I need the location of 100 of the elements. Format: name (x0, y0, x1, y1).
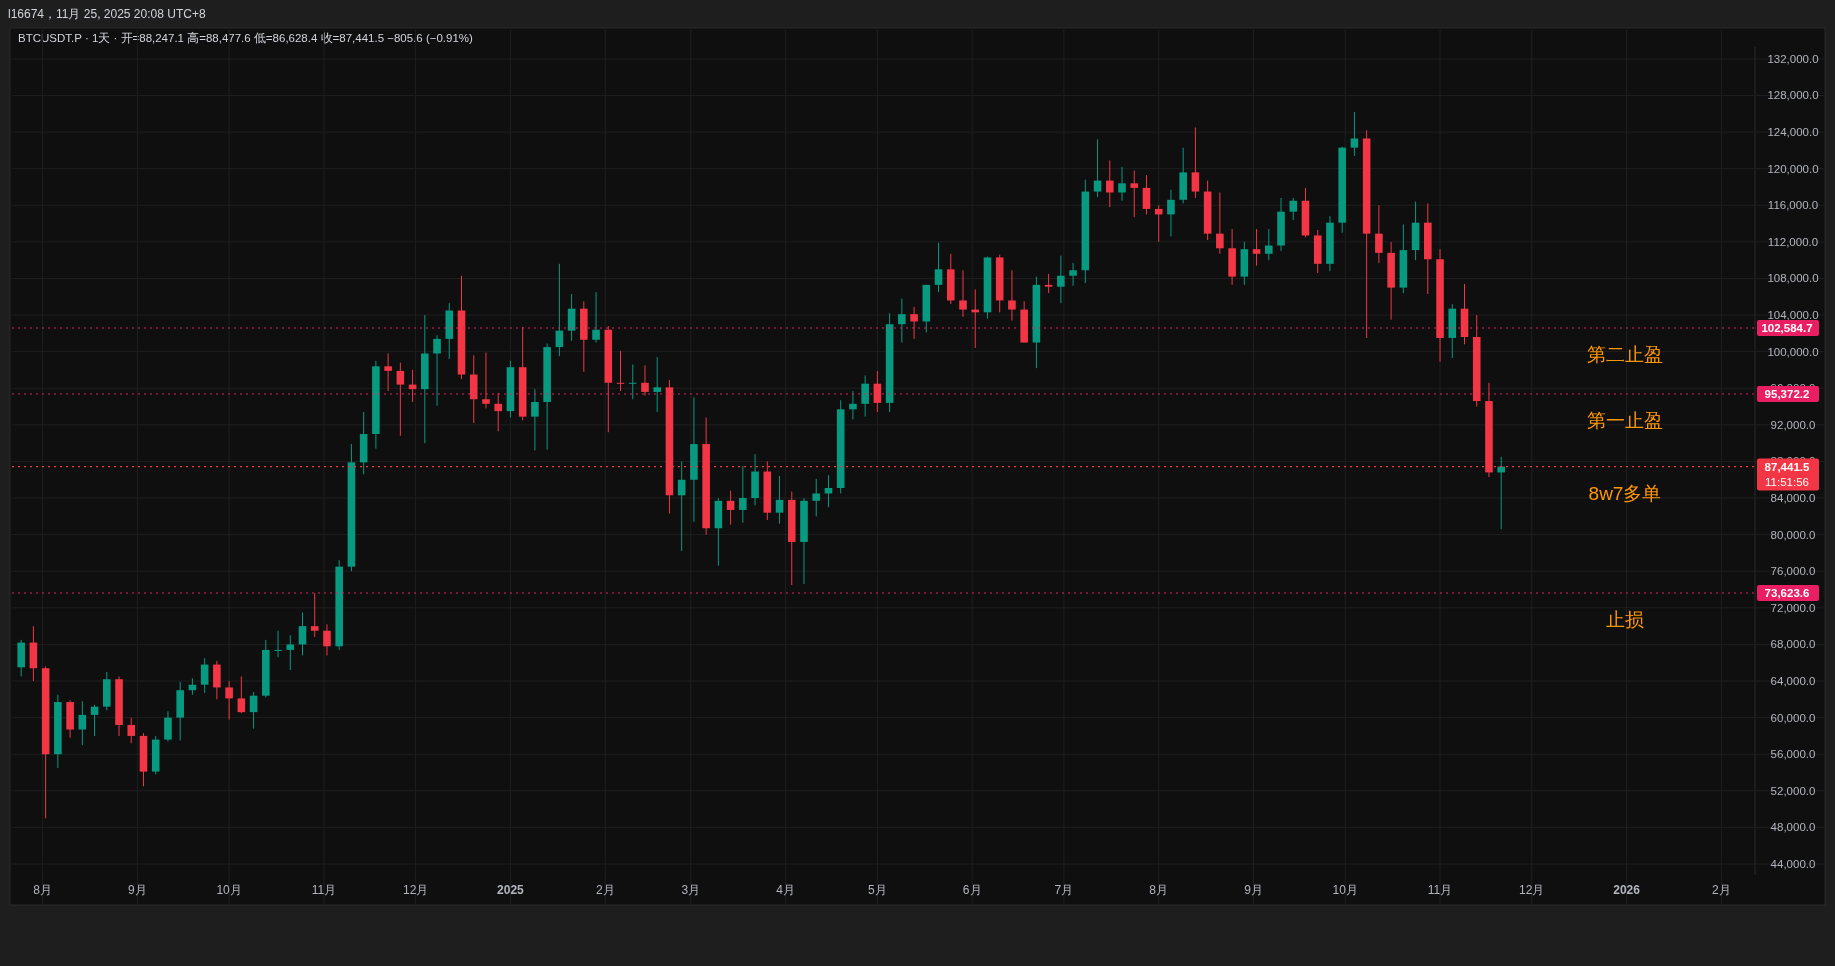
y-tick-label: 92,000.0 (1770, 418, 1816, 431)
candlestick (310, 592, 319, 638)
chart-subtitle: BTCUSDT.P · 1天 · 开=88,247.1 高=88,477.6 低=86,628.4 收=87,441.5 −805.6 (−0.91%) (18, 31, 474, 44)
x-tick-label: 7月 (1054, 883, 1074, 897)
x-tick-label: 12月 (402, 883, 429, 897)
candlestick (641, 364, 649, 397)
candlestick (1093, 138, 1102, 198)
candlestick (482, 352, 490, 409)
candlestick (739, 465, 747, 524)
candlestick (1216, 191, 1224, 255)
x-tick-label: 2025 (497, 883, 525, 897)
chart-title: l16674，11月 25, 2025 20:08 UTC+8 (8, 7, 206, 21)
candlestick (298, 611, 307, 656)
annotation: 第一止盈 (1587, 410, 1663, 432)
x-tick-label: 12月 (1519, 883, 1545, 897)
y-tick-label: 48,000.0 (1770, 821, 1816, 834)
ref-line-label: 102,584.7 (1761, 322, 1813, 335)
x-tick-label: 11月 (311, 883, 337, 897)
x-tick-label: 8月 (1149, 883, 1169, 897)
candlestick (934, 242, 943, 293)
y-tick-label: 44,000.0 (1770, 858, 1816, 871)
candlestick (1118, 166, 1126, 202)
candlestick (726, 490, 735, 526)
y-tick-label: 60,000.0 (1770, 711, 1816, 724)
candlestick (213, 660, 221, 700)
candlestick (1191, 127, 1200, 199)
candlestick (237, 675, 246, 714)
x-tick-label: 8月 (33, 883, 52, 897)
x-tick-label: 10月 (1332, 883, 1358, 897)
candlestick (592, 291, 600, 344)
y-tick-label: 112,000.0 (1767, 235, 1819, 248)
candlestick (396, 362, 405, 437)
candlestick (286, 634, 295, 671)
candlestick (433, 334, 441, 407)
x-tick-label: 2月 (595, 883, 615, 897)
candlestick (653, 356, 662, 413)
x-tick-label: 10月 (216, 883, 242, 897)
candlestick (775, 475, 784, 525)
y-tick-label: 56,000.0 (1770, 748, 1816, 761)
x-tick-label: 2026 (1613, 883, 1641, 897)
y-tick-label: 76,000.0 (1770, 565, 1816, 578)
candlestick (249, 691, 258, 730)
candlestick (323, 623, 331, 656)
ref-line-label: 87,441.5 (1764, 460, 1810, 473)
y-tick-label: 124,000.0 (1767, 126, 1819, 139)
y-tick-label: 132,000.0 (1767, 52, 1819, 65)
x-tick-label: 11月 (1427, 883, 1453, 897)
candlestick (1265, 228, 1273, 261)
candlestick (1167, 189, 1175, 237)
candlestick (274, 630, 282, 658)
candlestick (1130, 170, 1139, 218)
candlestick (849, 390, 857, 420)
candlestick (1350, 111, 1359, 157)
x-tick-label: 4月 (776, 883, 795, 897)
y-tick-label: 84,000.0 (1770, 492, 1816, 505)
y-tick-label: 116,000.0 (1767, 199, 1819, 212)
candlestick (1154, 204, 1163, 243)
candlestick (1289, 197, 1298, 221)
y-tick-label: 104,000.0 (1767, 309, 1819, 322)
text: 11:51:56 (1765, 475, 1809, 488)
x-tick-label: 9月 (128, 883, 147, 897)
x-tick-label: 6月 (962, 883, 982, 897)
candlestick (567, 293, 576, 342)
candlestick (1069, 262, 1077, 287)
candlestick (225, 680, 233, 720)
annotation: 止损 (1606, 608, 1644, 630)
x-tick-label: 5月 (868, 883, 887, 897)
candlestick (628, 363, 637, 400)
y-tick-label: 80,000.0 (1770, 528, 1816, 541)
candlestick (861, 374, 869, 418)
y-tick-label: 100,000.0 (1767, 345, 1819, 358)
y-tick-label: 68,000.0 (1770, 638, 1816, 651)
candlestick (384, 353, 392, 392)
candlestick (494, 392, 502, 432)
candlestick (78, 700, 87, 746)
candlestick (164, 710, 172, 742)
annotation: 8w7多单 (1588, 482, 1662, 504)
candlestick (898, 298, 906, 344)
annotation: 第二止盈 (1587, 344, 1663, 366)
candlestick (1252, 228, 1261, 267)
candlestick (555, 263, 564, 357)
x-tick-label: 2月 (1712, 883, 1731, 897)
candlestick (127, 717, 136, 744)
candlestick (1044, 273, 1053, 294)
y-tick-label: 64,000.0 (1770, 675, 1816, 688)
ref-line-label: 95,372.2 (1764, 388, 1810, 401)
ref-line-label: 73,623.6 (1764, 586, 1810, 599)
candlestick (1057, 255, 1065, 304)
x-tick-label: 3月 (681, 883, 701, 897)
y-tick-label: 108,000.0 (1767, 272, 1819, 285)
y-tick-label: 120,000.0 (1767, 162, 1819, 175)
candlestick (1105, 159, 1114, 208)
candlestick (1375, 204, 1383, 264)
candlestick (200, 657, 209, 694)
candlestick (531, 388, 539, 451)
y-tick-label: 52,000.0 (1770, 784, 1816, 797)
candlestick (910, 306, 918, 340)
candlestick (812, 478, 821, 517)
candlestick (1142, 174, 1151, 215)
candlestick (90, 704, 99, 737)
